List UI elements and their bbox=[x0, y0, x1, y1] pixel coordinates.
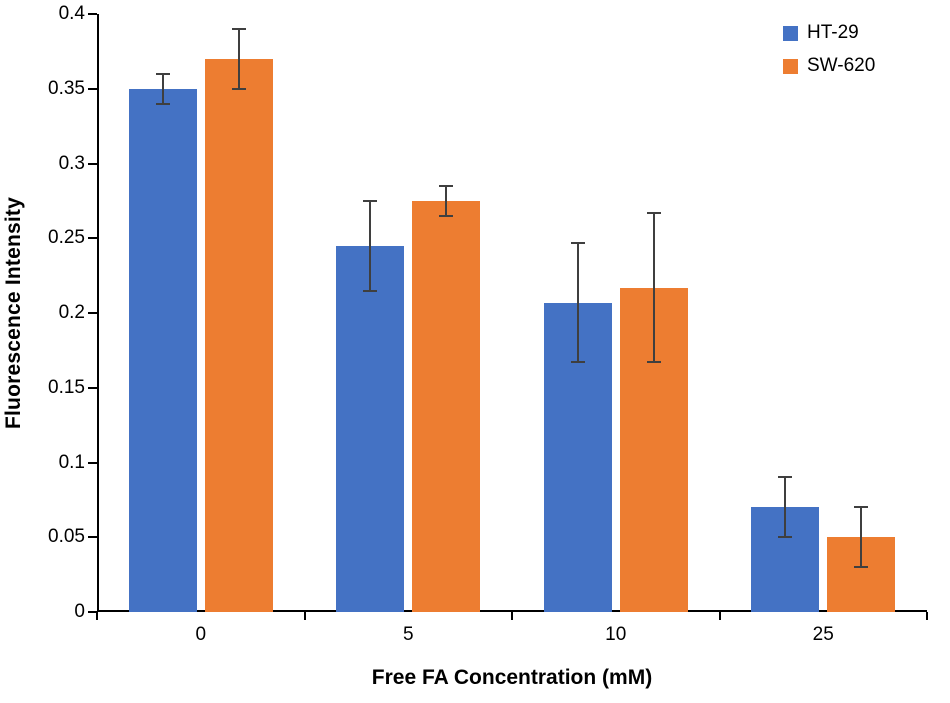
y-tick-label: 0.2 bbox=[58, 302, 85, 323]
legend: HT-29 SW-620 bbox=[783, 22, 875, 77]
error-bar-cap-bottom bbox=[778, 536, 793, 539]
error-bar-cap-bottom bbox=[439, 214, 454, 217]
error-bar-cap-top bbox=[778, 476, 793, 479]
bar-sw-620 bbox=[412, 200, 481, 612]
error-bar-cap-top bbox=[570, 241, 585, 244]
legend-item: HT-29 bbox=[783, 22, 875, 44]
x-tick-mark bbox=[511, 612, 513, 620]
error-bar-cap-bottom bbox=[155, 102, 170, 105]
y-tick-label: 0.35 bbox=[48, 77, 85, 99]
y-tick-label: 0 bbox=[74, 601, 85, 622]
y-tick-label: 0.3 bbox=[58, 152, 85, 174]
y-tick-label: 0.1 bbox=[58, 451, 85, 473]
error-bar-line bbox=[445, 185, 448, 216]
y-tick-mark bbox=[88, 13, 97, 15]
x-tick-label: 10 bbox=[605, 624, 627, 645]
error-bar-cap-bottom bbox=[570, 361, 585, 364]
bar-ht-29 bbox=[128, 88, 197, 612]
bar-sw-620 bbox=[204, 58, 273, 612]
y-tick-mark bbox=[88, 386, 97, 389]
plot-area bbox=[97, 14, 927, 612]
y-tick-mark bbox=[88, 237, 97, 240]
legend-label: HT-29 bbox=[807, 22, 859, 43]
error-bar-line bbox=[369, 200, 372, 291]
x-tick-mark bbox=[96, 612, 98, 620]
y-tick-mark bbox=[88, 461, 97, 464]
y-tick-mark bbox=[88, 611, 97, 613]
error-bar-cap-bottom bbox=[363, 289, 378, 292]
x-tick-mark bbox=[926, 612, 928, 620]
y-tick-label: 0.15 bbox=[48, 376, 85, 398]
x-tick-label: 5 bbox=[402, 624, 414, 645]
error-bar-line bbox=[161, 73, 164, 104]
error-bar-cap-top bbox=[155, 72, 170, 75]
x-tick-mark bbox=[718, 612, 721, 620]
y-tick-label: 0.05 bbox=[48, 526, 85, 548]
error-bar-cap-bottom bbox=[231, 87, 246, 90]
x-tick-label: 0 bbox=[195, 624, 207, 645]
error-bar-cap-top bbox=[363, 199, 378, 202]
y-tick-label: 0.4 bbox=[58, 3, 85, 24]
error-bar-cap-bottom bbox=[646, 361, 661, 364]
error-bar-cap-bottom bbox=[854, 566, 869, 569]
legend-label: SW-620 bbox=[807, 55, 876, 76]
error-bar-cap-top bbox=[854, 506, 869, 509]
error-bar-line bbox=[784, 477, 787, 538]
bar-ht-29 bbox=[336, 245, 405, 612]
error-bar-cap-top bbox=[646, 211, 661, 214]
x-axis-title: Free FA Concentration (mM) bbox=[371, 666, 653, 689]
y-tick-mark bbox=[88, 87, 97, 90]
x-tick-mark bbox=[303, 612, 306, 620]
y-tick-mark bbox=[88, 312, 97, 314]
error-bar-line bbox=[652, 212, 655, 363]
y-tick-label: 0.25 bbox=[48, 227, 85, 249]
y-tick-mark bbox=[88, 162, 97, 165]
error-bar-line bbox=[576, 242, 579, 363]
error-bar-cap-top bbox=[231, 27, 246, 30]
x-tick-label: 25 bbox=[812, 624, 834, 645]
legend-swatch-icon bbox=[783, 58, 798, 74]
legend-swatch-icon bbox=[783, 25, 798, 41]
error-bar-line bbox=[860, 507, 863, 568]
error-bar-cap-top bbox=[439, 184, 454, 187]
y-tick-mark bbox=[88, 536, 97, 539]
legend-item: SW-620 bbox=[783, 55, 875, 77]
error-bar-line bbox=[237, 28, 240, 89]
